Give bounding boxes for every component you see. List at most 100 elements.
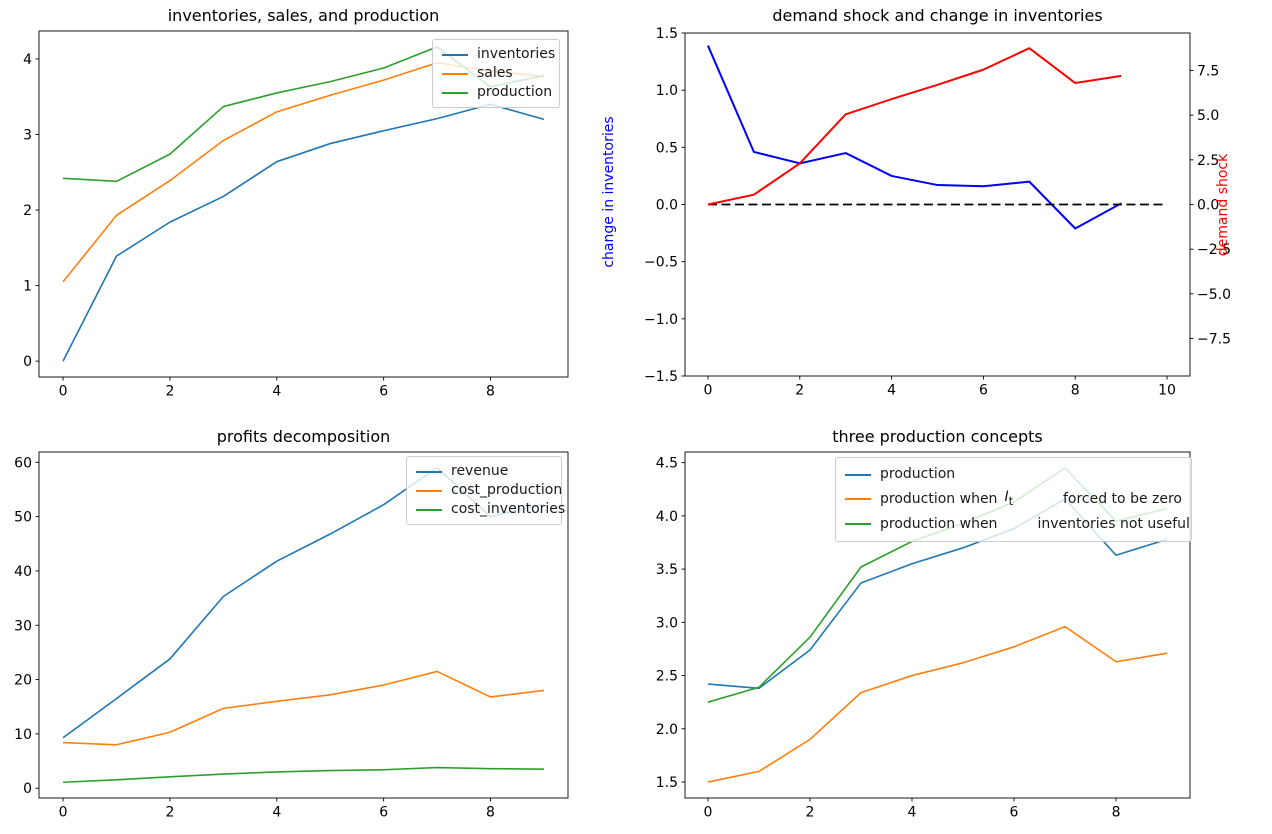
legend-line-swatch — [845, 523, 871, 526]
legend-line-swatch — [442, 91, 468, 94]
legend-inventories-sales-production: inventories sales production — [432, 39, 560, 108]
axes-spines — [684, 451, 1191, 799]
math-symbol-It: It — [1004, 486, 1013, 513]
right-y-axis-label-demand-shock: demand shock — [1215, 153, 1231, 257]
x-tick-label: 6 — [379, 805, 388, 821]
x-tick-label: 8 — [486, 384, 495, 400]
x-tick-label: 6 — [1010, 805, 1019, 821]
x-tick-label: 6 — [979, 383, 988, 399]
legend-label: production — [880, 466, 956, 482]
legend-line-swatch — [442, 72, 468, 75]
right-y-tick-label: −7.5 — [1197, 331, 1231, 347]
y-tick-label: 0.0 — [656, 198, 678, 214]
y-axis-ticks: 1.5 2.0 2.5 3.0 3.5 4.0 4.5 — [656, 456, 685, 791]
x-tick-label: 4 — [272, 805, 281, 821]
chart-title-inventories-sales-production: inventories, sales, and production — [167, 6, 440, 25]
right-y-tick-label: 2.5 — [1197, 153, 1219, 169]
legend-label: cost_inventories — [451, 501, 566, 517]
series-lines — [707, 45, 1168, 230]
series-line-demand-shock — [707, 47, 1122, 206]
y-tick-label: 3.5 — [656, 562, 678, 578]
legend-label: production — [477, 84, 553, 100]
y-tick-label: 40 — [14, 564, 32, 580]
series-line-cost-inventories — [63, 766, 544, 784]
series-line-cost-production — [63, 670, 545, 746]
y-tick-label: 2 — [23, 203, 32, 219]
legend-item: cost_inventories — [416, 500, 565, 519]
x-tick-label: 10 — [1158, 383, 1176, 399]
chart-inventories-sales-and-production: 0 2 4 6 8 0 1 2 3 4 — [23, 30, 569, 400]
y-tick-label: −1.5 — [644, 369, 678, 385]
legend-label: production when — [880, 490, 998, 507]
legend-profits-decomposition: revenue cost_production cost_inventories — [406, 456, 565, 525]
y-tick-label: 0.5 — [656, 140, 678, 156]
legend-item: inventories — [442, 45, 555, 64]
series-line-inventories — [62, 103, 545, 362]
y-tick-label: 0 — [23, 781, 32, 797]
x-tick-label: 6 — [379, 384, 388, 400]
y-tick-label: 4.5 — [656, 456, 678, 472]
x-tick-label: 2 — [795, 383, 804, 399]
x-tick-label: 2 — [165, 384, 174, 400]
x-axis-ticks: 0 2 4 6 8 10 — [703, 376, 1176, 399]
legend-line-swatch — [845, 473, 871, 476]
y-tick-label: 1.5 — [656, 775, 678, 791]
x-tick-label: 0 — [59, 805, 68, 821]
y-tick-label: 3.0 — [656, 615, 678, 631]
y-tick-label: 2.5 — [656, 669, 678, 685]
legend-item: revenue — [416, 462, 552, 481]
x-axis-ticks: 0 2 4 6 8 — [703, 798, 1120, 821]
x-tick-label: 0 — [59, 384, 68, 400]
chart-title-demand-shock: demand shock and change in inventories — [772, 6, 1103, 25]
chart-profits-decomposition: 0 2 4 6 8 0 10 20 30 40 50 60 — [14, 451, 569, 821]
legend-label: revenue — [451, 463, 509, 479]
legend-line-swatch — [416, 470, 442, 473]
right-y-tick-label: 5.0 — [1197, 108, 1219, 124]
y-tick-label: −0.5 — [644, 255, 678, 271]
legend-label: inventories — [477, 46, 556, 62]
y-tick-label: 20 — [14, 673, 32, 689]
series-line-production-when-i-t-forced-to-be-zero — [707, 625, 1168, 783]
right-y-tick-label: 7.5 — [1197, 64, 1219, 80]
right-y-tick-label: 0.0 — [1197, 198, 1219, 214]
y-tick-label: 60 — [14, 455, 32, 471]
x-tick-label: 0 — [703, 383, 712, 399]
right-y-tick-label: −2.5 — [1197, 242, 1231, 258]
y-tick-label: 1.0 — [656, 83, 678, 99]
y-tick-label: 1.5 — [656, 26, 678, 42]
left-y-axis-label-change-in-inventories: change in inventories — [601, 116, 617, 268]
y-tick-label: 0 — [23, 354, 32, 370]
legend-line-swatch — [845, 498, 871, 501]
legend-three-production-concepts: production production when It forced to … — [835, 457, 1192, 542]
math-subscript: t — [1008, 493, 1014, 508]
x-tick-label: 8 — [1071, 383, 1080, 399]
x-tick-label: 4 — [908, 805, 917, 821]
y-tick-label: 10 — [14, 727, 32, 743]
legend-item: production — [845, 463, 1182, 486]
legend-line-swatch — [416, 508, 442, 511]
x-axis-ticks: 0 2 4 6 8 — [59, 377, 495, 400]
series-line-change-in-inventories — [707, 45, 1122, 230]
legend-label: sales — [477, 65, 513, 81]
legend-label-part2: inventories not useful — [1037, 515, 1190, 532]
legend-item: production when inventories not useful — [845, 513, 1190, 536]
chart-title-profits-decomposition: profits decomposition — [216, 427, 391, 446]
y-tick-label: −1.0 — [644, 312, 678, 328]
legend-item: production — [442, 83, 553, 102]
math-base: I — [1004, 489, 1009, 505]
x-tick-label: 2 — [806, 805, 815, 821]
legend-item: sales — [442, 64, 550, 83]
y-axis-ticks: 0 1 2 3 4 — [23, 52, 39, 370]
y-tick-label: 50 — [14, 510, 32, 526]
chart-title-three-production-concepts: three production concepts — [832, 427, 1043, 446]
y-tick-label: 1 — [23, 279, 32, 295]
legend-item: cost_production — [416, 481, 562, 500]
legend-label-part2: forced to be zero — [1062, 490, 1182, 507]
x-tick-label: 8 — [1112, 805, 1121, 821]
y-tick-label: 2.0 — [656, 722, 678, 738]
y-tick-label: 30 — [14, 618, 32, 634]
axes-spines — [38, 30, 569, 378]
chart-demand-shock-and-change-in-inventories: 0 2 4 6 8 10−1.5−1.0−0.50.00.51.01.5−7.5−5.0−… — [644, 26, 1231, 399]
